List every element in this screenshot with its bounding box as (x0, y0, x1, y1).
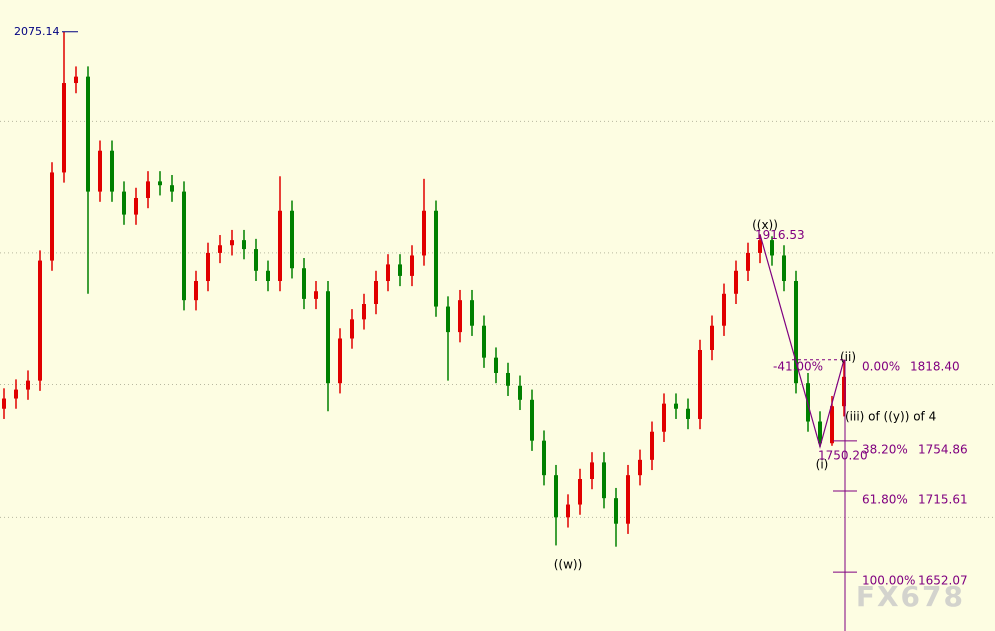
fib-ratio: 0.00% (862, 360, 900, 374)
watermark: FX678 (856, 580, 965, 613)
candle-body (350, 319, 354, 339)
candle-body (842, 376, 846, 407)
candle-body (38, 260, 42, 381)
candle-body (278, 210, 282, 282)
wave-label: ((x)) (752, 218, 778, 232)
candle-body (758, 240, 762, 253)
fib-ratio: 100.00% (862, 574, 915, 588)
candle-body (770, 240, 774, 256)
candle-body (482, 325, 486, 358)
candle-body (518, 385, 522, 400)
candle-body (614, 498, 618, 524)
wave-label: (i) (816, 457, 829, 471)
candle-body (494, 357, 498, 373)
candle-body (794, 281, 798, 384)
fib-price: 1818.40 (910, 360, 960, 374)
candle-body (638, 459, 642, 476)
candle-body (506, 372, 510, 386)
candle-body (62, 83, 66, 173)
candle-body (290, 210, 294, 269)
candle-body (74, 76, 78, 84)
candle-body (578, 478, 582, 505)
candle-body (566, 504, 570, 518)
candle-body (650, 431, 654, 460)
candle-body (554, 475, 558, 518)
candle-body (818, 421, 822, 444)
candle-body (2, 398, 6, 409)
candle-body (782, 255, 786, 282)
wave-label: (iii) of ((y)) of 4 (845, 410, 936, 424)
candle-body (410, 255, 414, 276)
fib-ratio: 38.20% (862, 442, 908, 456)
candles (2, 31, 846, 547)
candle-body (326, 291, 330, 384)
candle-body (86, 76, 90, 192)
candle-body (698, 349, 702, 419)
retrace-label: -41.00% (773, 360, 823, 374)
candle-body (266, 270, 270, 282)
candle-body (122, 191, 126, 215)
candle-body (434, 210, 438, 307)
wave-label: ((w)) (554, 558, 583, 572)
candle-body (470, 300, 474, 326)
candle-body (398, 264, 402, 276)
candle-body (710, 325, 714, 350)
candle-body (722, 293, 726, 326)
candle-body (530, 399, 534, 441)
candle-body (422, 210, 426, 256)
candle-body (674, 403, 678, 409)
candle-body (98, 150, 102, 192)
candle-body (194, 281, 198, 301)
candle-body (134, 197, 138, 215)
wave-line (759, 234, 845, 450)
overlay: 2075.14 ((x))1916.53 ((w)) (i)1750.20 (ii) -4… (14, 25, 968, 631)
candle-body (170, 185, 174, 192)
candle-body (386, 264, 390, 282)
candle-body (14, 389, 18, 399)
candle-body (182, 191, 186, 301)
high-label: 1916.53 (755, 228, 805, 242)
candle-body (446, 306, 450, 333)
candle-body (734, 270, 738, 294)
peak-label: 2075.14 (14, 25, 60, 38)
fib-price: 1754.86 (918, 442, 968, 456)
candle-body (314, 291, 318, 299)
candle-body (146, 181, 150, 198)
candle-body (602, 462, 606, 499)
candle-body (26, 380, 30, 390)
candle-body (362, 304, 366, 320)
candle-body (230, 240, 234, 246)
candle-body (254, 249, 258, 271)
candle-body (50, 172, 54, 261)
candle-body (206, 252, 210, 282)
candle-body (458, 300, 462, 333)
candle-body (626, 475, 630, 524)
candle-body (830, 406, 834, 444)
wave-label: (ii) (840, 350, 856, 364)
low-label: 1750.20 (818, 448, 868, 462)
candle-body (302, 268, 306, 299)
candle-body (218, 245, 222, 253)
candle-body (542, 440, 546, 476)
candle-body (158, 181, 162, 186)
candle-body (686, 408, 690, 419)
candle-body (746, 252, 750, 271)
candle-body (662, 403, 666, 432)
candle-body (110, 150, 114, 192)
fib-price: 1715.61 (918, 492, 968, 506)
candle-body (374, 281, 378, 305)
fib-ratio: 61.80% (862, 492, 908, 506)
candle-body (242, 240, 246, 250)
fib-price: 1652.07 (918, 574, 968, 588)
candle-body (338, 338, 342, 384)
candle-body (590, 462, 594, 479)
